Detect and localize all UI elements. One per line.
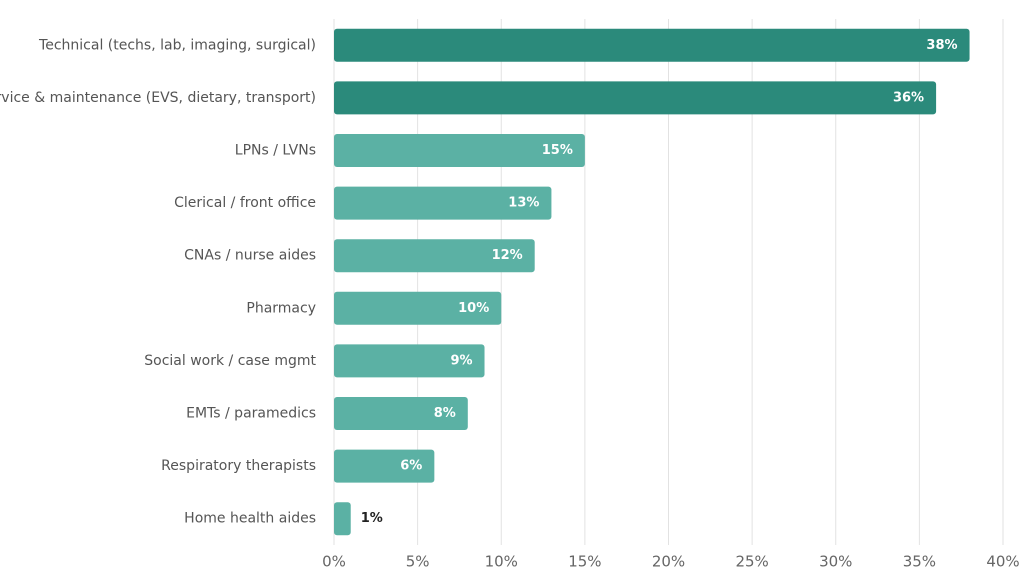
y-tick-label: Clerical / front office	[174, 195, 316, 211]
value-label: 15%	[542, 143, 573, 158]
value-label: 6%	[400, 459, 422, 474]
x-tick-label: 25%	[735, 553, 768, 571]
bar	[334, 502, 351, 536]
bar	[334, 239, 535, 273]
value-label: 36%	[893, 90, 924, 105]
bar	[334, 291, 502, 325]
x-tick-label: 40%	[986, 553, 1019, 571]
value-label: 1%	[361, 511, 383, 526]
x-tick-label: 20%	[652, 553, 685, 571]
x-tick-label: 0%	[322, 553, 346, 571]
bar	[334, 28, 970, 62]
value-label: 10%	[458, 301, 489, 316]
x-tick-label: 35%	[903, 553, 936, 571]
y-tick-label: Respiratory therapists	[161, 458, 316, 474]
value-label: 13%	[508, 196, 539, 211]
value-label: 12%	[492, 248, 523, 263]
y-tick-label: Pharmacy	[246, 300, 316, 316]
y-tick-label: LPNs / LVNs	[235, 143, 316, 159]
bar	[334, 397, 468, 430]
value-label: 8%	[434, 406, 456, 421]
y-tick-label: Social work / case mgmt	[144, 353, 316, 369]
y-tick-label: EMTs / paramedics	[186, 406, 316, 422]
x-tick-label: 5%	[406, 553, 430, 571]
bar	[334, 449, 435, 483]
value-label: 9%	[450, 353, 472, 368]
y-tick-label: Home health aides	[184, 511, 316, 527]
x-tick-label: 15%	[568, 553, 601, 571]
bar	[334, 344, 485, 378]
x-tick-label: 10%	[485, 553, 518, 571]
y-tick-label: Service & maintenance (EVS, dietary, tra…	[0, 90, 316, 106]
value-label: 38%	[926, 38, 957, 53]
y-tick-label: Technical (techs, lab, imaging, surgical…	[38, 37, 316, 53]
x-tick-label: 30%	[819, 553, 852, 571]
bar	[334, 134, 585, 167]
bar	[334, 186, 552, 220]
y-tick-label: CNAs / nurse aides	[184, 248, 316, 264]
bar	[334, 81, 937, 115]
